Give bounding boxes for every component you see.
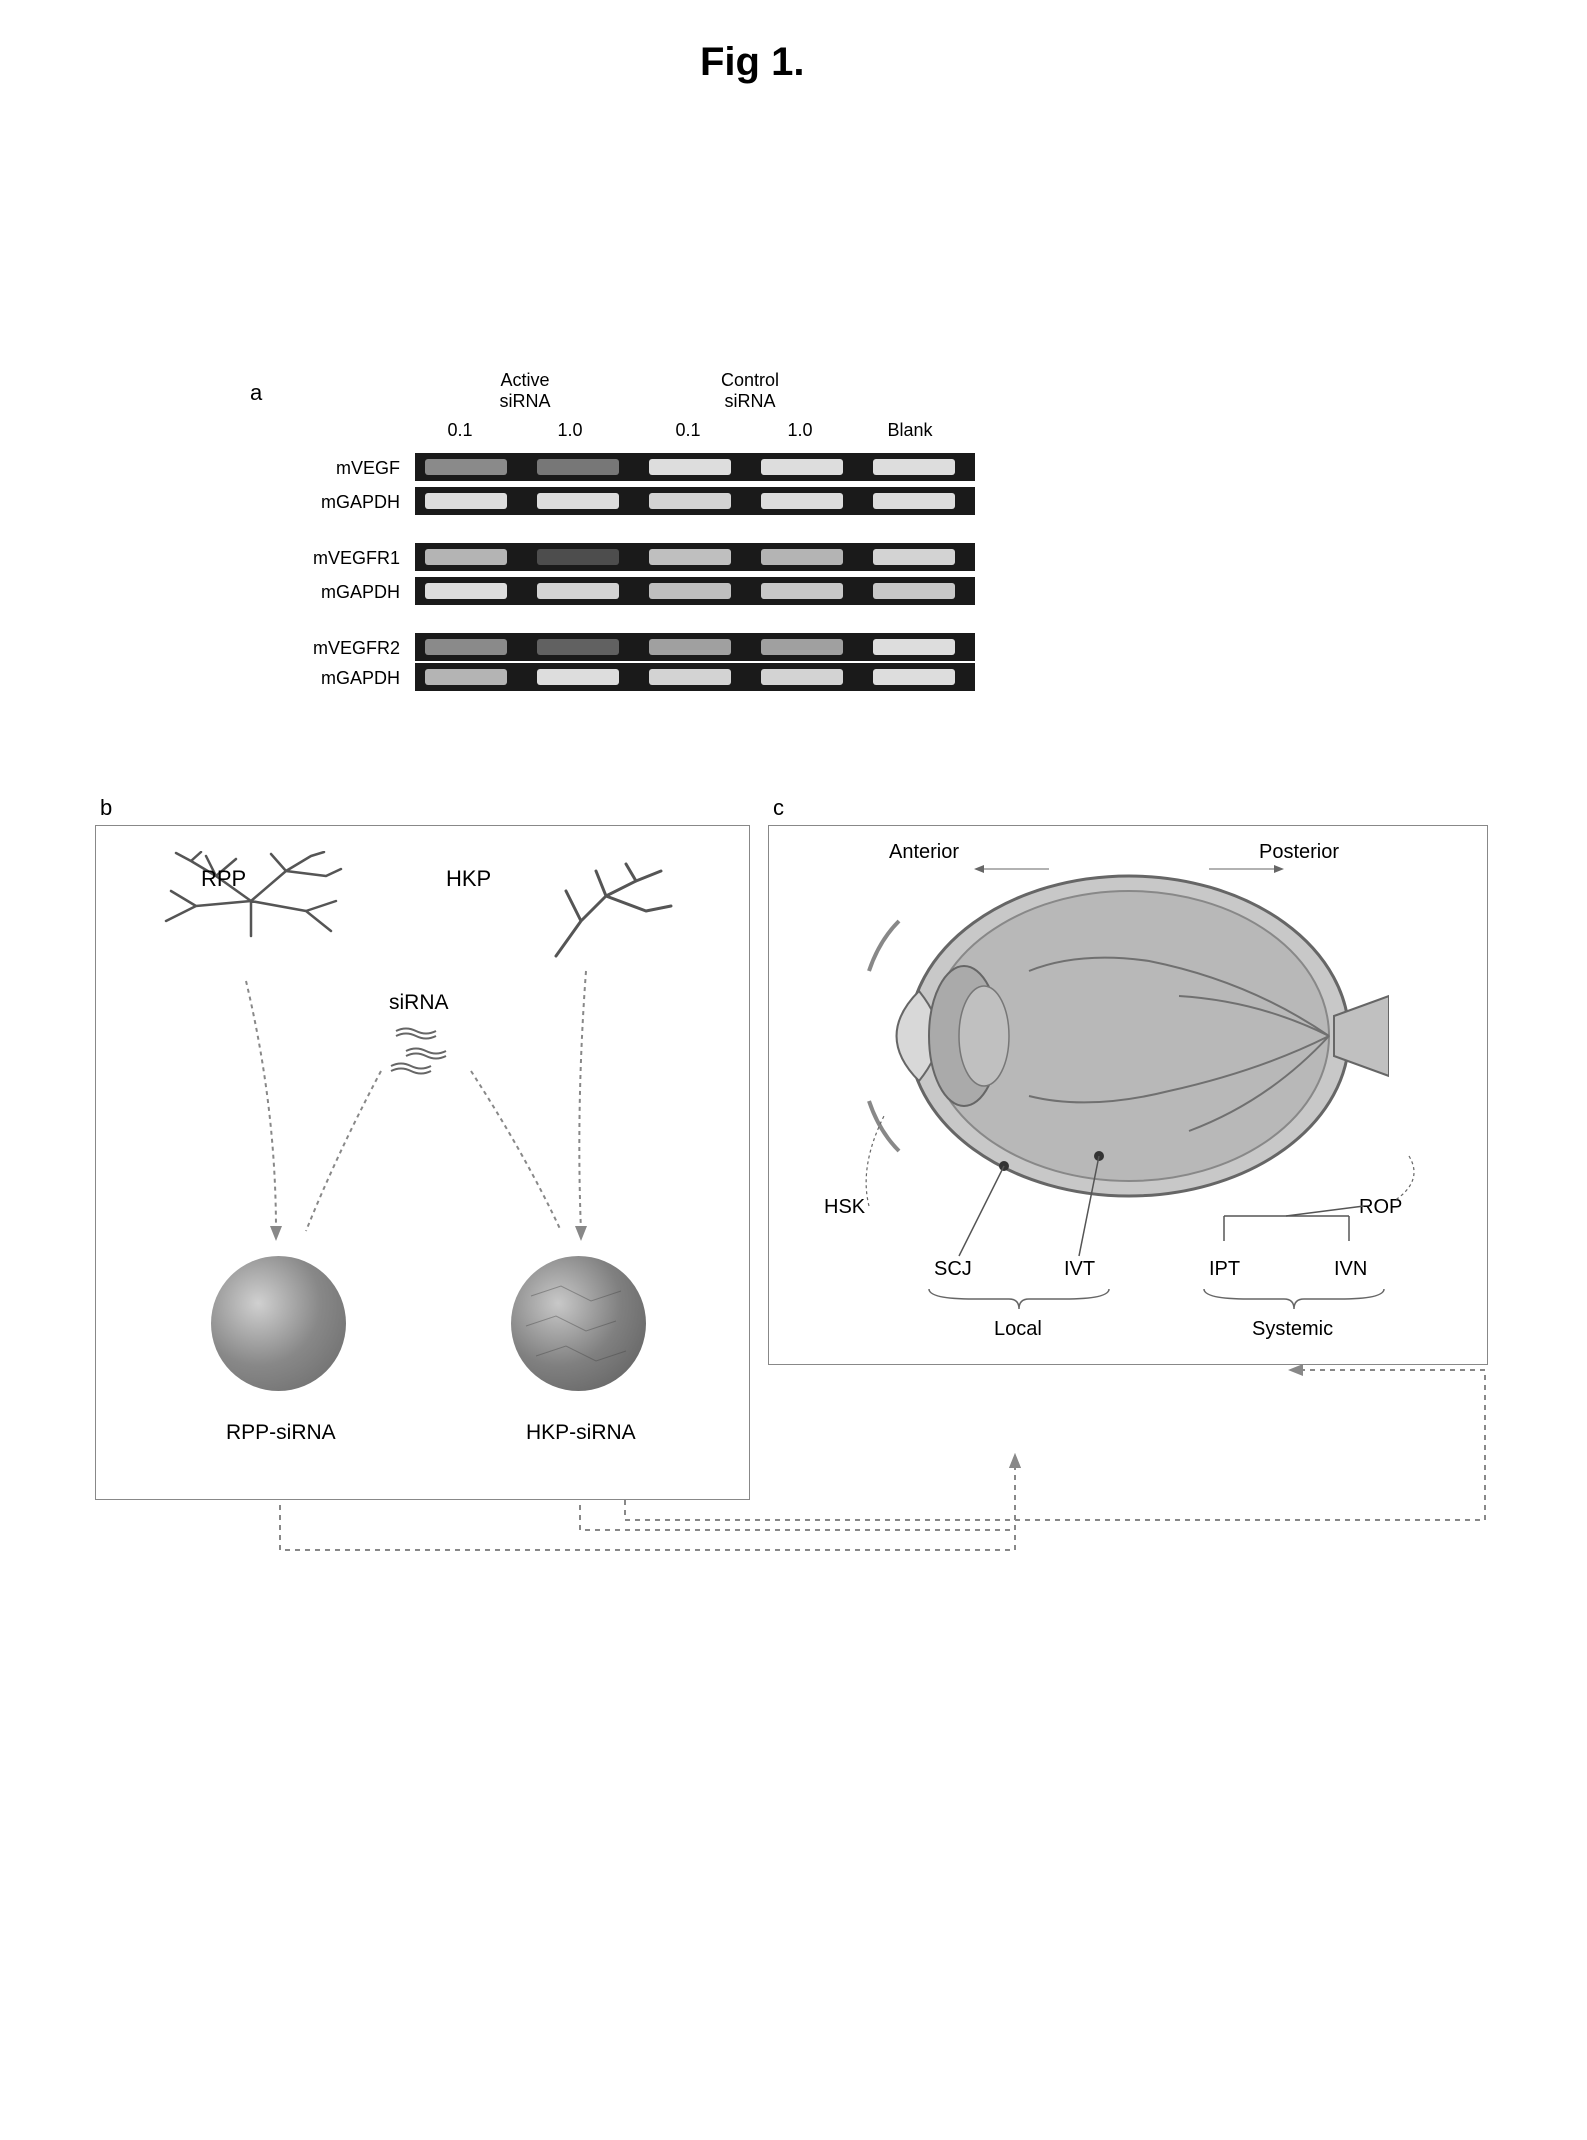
panel-c: Anterior Posterior HSK ROP [768, 825, 1488, 1365]
band [649, 639, 731, 655]
conc-1.0-b: 1.0 [760, 420, 840, 441]
row-label-mgapdh-3: mGAPDH [260, 668, 400, 689]
band [761, 583, 843, 599]
band [761, 639, 843, 655]
band [873, 549, 955, 565]
row-label-mgapdh-2: mGAPDH [260, 582, 400, 603]
ivn-label: IVN [1334, 1258, 1367, 1281]
row-label-mvegf: mVEGF [260, 458, 400, 479]
gel-track-3 [415, 543, 975, 571]
rpp-label: RPP [201, 866, 246, 892]
systemic-brace-icon [1199, 1284, 1389, 1314]
local-brace-icon [924, 1284, 1114, 1314]
gel-track-6 [415, 663, 975, 691]
row-label-mvegfr2: mVEGFR2 [260, 638, 400, 659]
band [761, 669, 843, 685]
ipt-label: IPT [1209, 1258, 1240, 1281]
band [537, 669, 619, 685]
conc-1.0-a: 1.0 [530, 420, 610, 441]
band [873, 459, 955, 475]
band [425, 549, 507, 565]
band [425, 583, 507, 599]
panel-b-label: b [100, 795, 112, 821]
header-active-sirna: ActivesiRNA [425, 370, 625, 412]
band [649, 583, 731, 599]
gel-track-5 [415, 633, 975, 661]
arrow-sirna-to-rpp [296, 1066, 396, 1246]
arrow-sirna-to-hkp [456, 1066, 576, 1246]
sirna-label: siRNA [389, 991, 449, 1015]
band [761, 549, 843, 565]
connector-hkp-systemic [620, 1365, 1500, 1545]
hkp-branch-icon [526, 861, 686, 971]
rpp-dendrite-icon [156, 851, 346, 981]
band [537, 549, 619, 565]
header-control-sirna: ControlsiRNA [650, 370, 850, 412]
row-label-mgapdh-1: mGAPDH [260, 492, 400, 513]
gel-track-2 [415, 487, 975, 515]
band [649, 459, 731, 475]
systemic-label: Systemic [1252, 1318, 1333, 1341]
figure-title: Fig 1. [700, 40, 804, 85]
blank-label: Blank [870, 420, 950, 441]
rpp-sirna-label: RPP-siRNA [226, 1421, 336, 1445]
band [425, 493, 507, 509]
band [873, 493, 955, 509]
band [873, 669, 955, 685]
conc-0.1-b: 0.1 [648, 420, 728, 441]
sirna-icon [386, 1016, 466, 1076]
band [649, 549, 731, 565]
ivt-label: IVT [1064, 1258, 1095, 1281]
hkp-label: HKP [446, 866, 491, 892]
band [537, 639, 619, 655]
conc-0.1-a: 0.1 [420, 420, 500, 441]
band [537, 459, 619, 475]
band [761, 493, 843, 509]
band [425, 639, 507, 655]
band [761, 459, 843, 475]
gel-track-4 [415, 577, 975, 605]
band [873, 583, 955, 599]
band [537, 493, 619, 509]
row-label-mvegfr1: mVEGFR1 [260, 548, 400, 569]
scj-label: SCJ [934, 1258, 972, 1281]
band [873, 639, 955, 655]
band [649, 669, 731, 685]
panel-c-label: c [773, 795, 784, 821]
rpp-sirna-nanoparticle-icon [211, 1256, 346, 1391]
band [649, 493, 731, 509]
local-label: Local [994, 1318, 1042, 1341]
band [425, 669, 507, 685]
gel-track-1 [415, 453, 975, 481]
band [537, 583, 619, 599]
band [425, 459, 507, 475]
panel-a-label: a [250, 380, 262, 406]
